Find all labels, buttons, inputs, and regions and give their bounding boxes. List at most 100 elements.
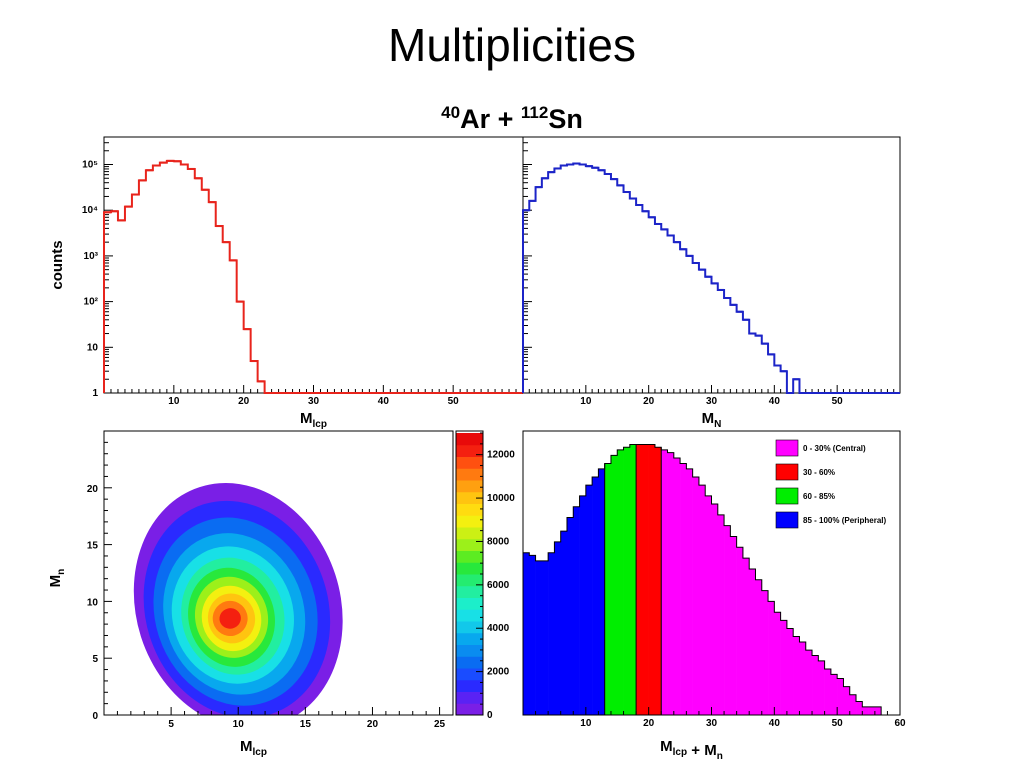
- legend-swatch: [775, 463, 799, 481]
- sum-panel-bar: [554, 541, 561, 715]
- sum-panel-bar: [755, 579, 763, 715]
- sum-panel-bar: [736, 547, 744, 715]
- heatmap-panel-ytick-label: 15: [87, 541, 99, 552]
- mn-panel-xtick-label: 30: [706, 396, 718, 407]
- colorbar-band: [456, 644, 483, 657]
- sum-panel-bar: [548, 552, 555, 715]
- mlcp-panel-xtick-label: 30: [308, 396, 320, 407]
- sum-panel-bar: [780, 620, 788, 715]
- sum-panel-bar: [686, 468, 693, 715]
- colorbar-band: [456, 515, 483, 528]
- sum-panel-bar: [799, 641, 807, 715]
- sum-panel-bar: [862, 706, 869, 715]
- colorbar-band: [456, 480, 483, 493]
- sum-panel-bar: [529, 555, 536, 715]
- mlcp-panel-xlabel: Mlcp: [300, 410, 327, 430]
- mlcp-panel-ylabel: counts: [49, 240, 66, 289]
- heatmap-panel-xtick-label: 20: [367, 719, 379, 730]
- sum-panel-bar: [805, 650, 813, 715]
- sum-panel-bar: [856, 701, 863, 715]
- sum-panel-bar: [749, 568, 756, 715]
- sum-panel-bar: [849, 694, 857, 715]
- legend-label: 0 - 30% (Central): [803, 444, 866, 453]
- sum-panel-outline: [522, 444, 882, 715]
- colorbar-tick-label: 4000: [487, 623, 510, 634]
- heatmap-panel-contours: [133, 482, 343, 715]
- mlcp-panel-xtick-label: 50: [448, 396, 460, 407]
- sum-panel-bar: [843, 686, 851, 715]
- sum-panel-bar: [629, 444, 637, 715]
- sum-panel-bar: [579, 495, 587, 715]
- sum-panel-bar: [617, 449, 624, 715]
- colorbar-band: [456, 668, 483, 681]
- sum-panel-bar: [698, 485, 706, 715]
- ar-mass-number: 40: [441, 103, 461, 122]
- sum-panel-bar: [830, 674, 838, 715]
- sum-panel-xtick-label: 30: [706, 718, 718, 729]
- heatmap-panel-contour-level: [219, 608, 241, 629]
- heatmap-panel-xtick-label: 5: [168, 719, 174, 730]
- sum-panel-bar: [598, 468, 605, 715]
- sum-panel-bar: [711, 504, 719, 715]
- heatmap-panel-ytick-label: 5: [92, 654, 98, 665]
- heatmap-panel-ytick-label: 0: [92, 711, 98, 722]
- sn-mass-number: 112: [520, 103, 549, 122]
- sum-panel-bar: [705, 495, 712, 715]
- heatmap-panel-ytick-label: 20: [87, 484, 99, 495]
- mn-panel-xtick-label: 50: [832, 396, 844, 407]
- mn-panel-xlabel: MN: [702, 410, 722, 430]
- colorbar-band: [456, 691, 483, 704]
- colorbar-band: [456, 656, 483, 669]
- sum-panel-bar: [724, 525, 731, 715]
- sum-panel-bar: [585, 485, 593, 715]
- sum-panel-bar: [541, 560, 549, 715]
- sum-panel-bar: [837, 678, 844, 715]
- colorbar-band: [456, 609, 483, 622]
- colorbar-band: [456, 456, 483, 469]
- sum-panel-bar: [818, 660, 825, 715]
- sum-panel-xlabel: Mlcp + Mn: [660, 738, 723, 762]
- colorbar-tick-label: 12000: [487, 450, 515, 461]
- sum-panel-bar: [786, 628, 794, 715]
- colorbar-tick-label: 6000: [487, 580, 510, 591]
- colorbar-band: [456, 468, 483, 481]
- mlcp-panel-ytick-label: 10²: [84, 297, 99, 308]
- sum-panel-bar: [636, 444, 643, 715]
- sum-panel-xtick-label: 20: [643, 718, 655, 729]
- mlcp-panel-ytick-label: 10⁵: [82, 160, 98, 171]
- sum-panel-xtick-label: 10: [580, 718, 592, 729]
- mn-panel-xtick-label: 40: [769, 396, 781, 407]
- legend-label: 30 - 60%: [803, 468, 835, 477]
- legend-swatch: [775, 439, 799, 457]
- colorbar-band: [456, 574, 483, 587]
- mlcp-panel-ytick-label: 10⁴: [82, 205, 98, 216]
- sum-panel-bar: [730, 536, 737, 715]
- figure-title: 40Ar + 112Sn: [0, 103, 1024, 135]
- mlcp-panel-frame: [103, 136, 524, 394]
- heatmap-panel-xtick-label: 15: [300, 719, 312, 730]
- sum-panel-xtick-label: 60: [894, 718, 906, 729]
- sum-panel-bar: [761, 590, 769, 715]
- colorbar-band: [456, 491, 483, 504]
- colorbar-tick-label: 10000: [487, 493, 515, 504]
- sum-panel-bar: [642, 444, 649, 715]
- sum-panel-bar: [673, 458, 681, 715]
- mlcp-panel-xtick-label: 10: [168, 396, 180, 407]
- colorbar-tick-label: 2000: [487, 667, 510, 678]
- sum-panel-bar: [523, 552, 530, 715]
- colorbar-band: [456, 433, 483, 446]
- mlcp-panel-xtick-label: 20: [238, 396, 250, 407]
- mlcp-panel-ytick-label: 1: [92, 388, 98, 399]
- slide-title: Multiplicities: [388, 19, 636, 71]
- colorbar-tick-label: 0: [487, 710, 493, 721]
- sum-panel-bar: [774, 612, 781, 715]
- sum-panel-bar: [793, 636, 800, 715]
- mlcp-panel-ytick-label: 10³: [84, 251, 99, 262]
- mn-panel-frame: [522, 136, 901, 394]
- sum-panel-bar: [661, 449, 668, 715]
- sum-panel-bar: [623, 447, 631, 715]
- heatmap-panel-xtick-label: 10: [233, 719, 245, 730]
- sum-panel-bar: [535, 560, 543, 715]
- heatmap-panel-xlabel: Mlcp: [240, 738, 267, 758]
- colorbar-tick-label: 8000: [487, 536, 510, 547]
